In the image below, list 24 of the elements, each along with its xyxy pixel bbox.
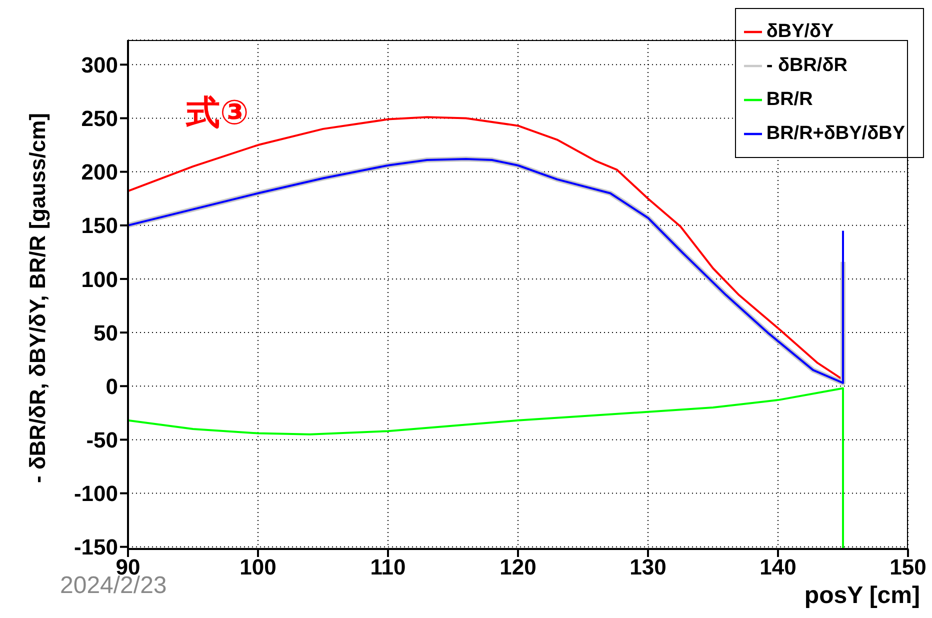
y-tick-label: 200: [81, 160, 118, 185]
x-tick-label: 110: [370, 554, 406, 580]
y-tick-label: 150: [81, 213, 118, 238]
annotation: 式③: [186, 92, 249, 135]
y-axis-title: - δBR/δR, δBY/δY, BR/R [gauss/cm]: [25, 113, 51, 483]
x-tick-label: 120: [500, 554, 536, 580]
x-tick-label: 100: [240, 554, 276, 580]
y-tick-label: -150: [74, 534, 118, 560]
y-tick-label: 250: [81, 106, 118, 132]
x-tick-label: 150: [890, 554, 926, 580]
x-axis-title: posY [cm]: [804, 582, 920, 610]
y-tick-label: 100: [81, 266, 118, 292]
legend-label: BR/R+δBY/δBY: [766, 123, 905, 144]
y-tick-label: -100: [74, 481, 118, 506]
legend-label: BR/R: [766, 89, 813, 110]
legend-label: δBY/δY: [766, 21, 834, 42]
y-tick-label: -50: [86, 428, 118, 453]
y-tick-label: 0: [106, 374, 118, 399]
line-series: [128, 387, 844, 549]
legend-label: - δBR/δR: [766, 55, 848, 76]
x-tick-label: 130: [630, 554, 666, 580]
y-tick-label: 300: [81, 52, 118, 78]
x-tick-label: 140: [760, 554, 796, 580]
y-tick-label: 50: [94, 320, 118, 346]
